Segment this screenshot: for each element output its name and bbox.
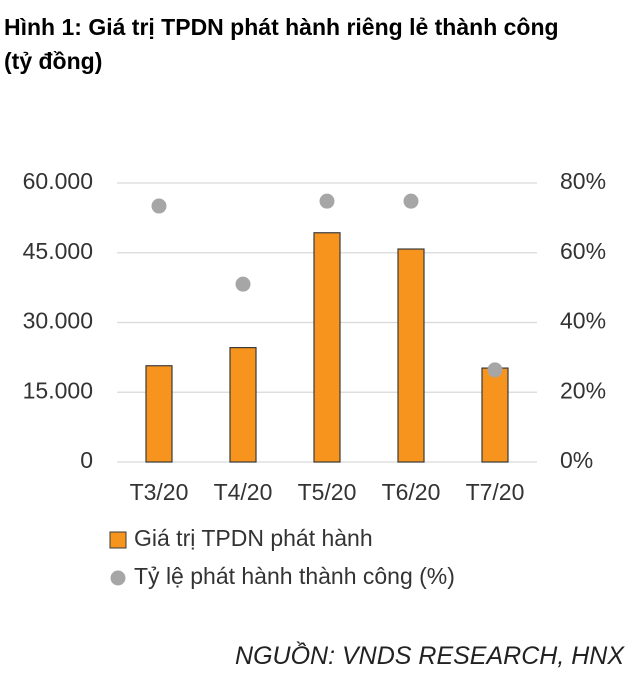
legend-label: Tỷ lệ phát hành thành công (%) [134, 563, 455, 589]
y2-tick-label: 0% [560, 447, 593, 473]
scatter-point [235, 276, 251, 292]
legend-swatch [109, 531, 127, 549]
y-tick-label: 60.000 [23, 168, 93, 194]
scatter-point [151, 198, 167, 214]
scatter-point [319, 193, 335, 209]
x-tick-label: T7/20 [466, 479, 525, 505]
bar [229, 347, 257, 463]
y-tick-label: 15.000 [23, 377, 93, 403]
y2-tick-label: 40% [560, 308, 606, 334]
x-tick-label: T6/20 [382, 479, 441, 505]
x-tick-label: T4/20 [214, 479, 273, 505]
y-tick-label: 45.000 [23, 238, 93, 264]
x-tick-label: T3/20 [130, 479, 189, 505]
bar [313, 232, 341, 463]
y2-tick-label: 60% [560, 238, 606, 264]
chart-title: Hình 1: Giá trị TPDN phát hành riêng lẻ … [4, 14, 559, 74]
legend-swatch [110, 570, 126, 586]
legend-label: Giá trị TPDN phát hành [134, 525, 373, 551]
bar [397, 248, 425, 463]
y2-tick-label: 20% [560, 377, 606, 403]
y2-tick-label: 80% [560, 168, 606, 194]
source-note: NGUỒN: VNDS RESEARCH, HNX [235, 642, 624, 670]
bar [145, 365, 173, 463]
x-tick-label: T5/20 [298, 479, 357, 505]
bar [481, 367, 509, 463]
y-tick-label: 30.000 [23, 308, 93, 334]
y-tick-label: 0 [80, 447, 93, 473]
scatter-point [403, 193, 419, 209]
scatter-point [487, 362, 503, 378]
